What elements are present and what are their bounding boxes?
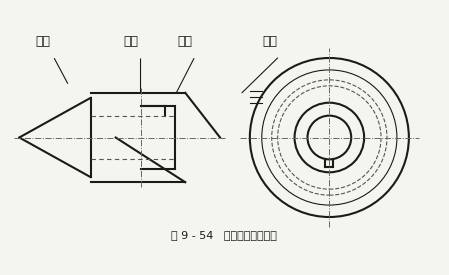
Text: 前锥: 前锥 [35,35,51,48]
Text: 背锥: 背锥 [178,35,193,48]
Text: 圆柱: 圆柱 [262,35,277,48]
Text: 图 9 - 54   锥齿轮坯的两视图: 图 9 - 54 锥齿轮坯的两视图 [171,230,277,240]
Text: 顶锥: 顶锥 [123,35,138,48]
